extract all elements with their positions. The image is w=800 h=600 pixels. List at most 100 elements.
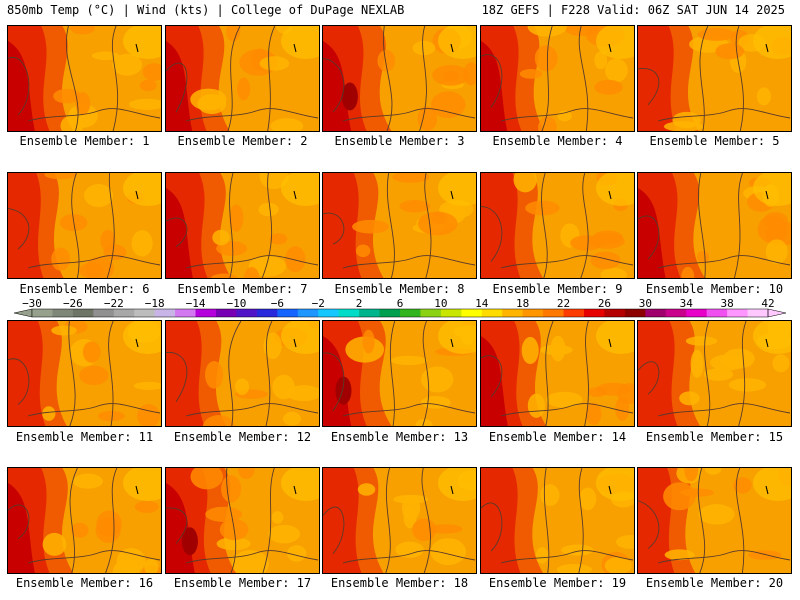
colorbar-segment [665, 309, 687, 317]
colorbar-tick-label: −10 [226, 297, 247, 310]
colorbar-tick-label: 2 [355, 297, 363, 310]
colorbar-segment [93, 309, 115, 317]
colorbar-segment [154, 309, 176, 317]
ensemble-member-caption: Ensemble Member: 5 [649, 134, 780, 148]
ensemble-member-map [637, 467, 792, 574]
colorbar-tick-label: 34 [679, 297, 693, 310]
colorbar-segment [195, 309, 217, 317]
colorbar-max-arrow [767, 308, 787, 318]
ensemble-member-caption: Ensemble Member: 12 [173, 430, 312, 444]
colorbar-segment [420, 309, 442, 317]
ensemble-member-map [637, 25, 792, 132]
ensemble-member-map [165, 320, 320, 427]
ensemble-member-map [165, 25, 320, 132]
colorbar-tick-label: 10 [434, 297, 448, 310]
ensemble-member-map [637, 172, 792, 279]
colorbar-segment [216, 309, 237, 317]
ensemble-member-map [165, 172, 320, 279]
ensemble-member-caption: Ensemble Member: 10 [645, 282, 784, 296]
ensemble-member-map [322, 172, 477, 279]
colorbar-segment [297, 309, 319, 317]
ensemble-member-caption: Ensemble Member: 14 [488, 430, 627, 444]
ensemble-member-map [165, 467, 320, 574]
ensemble-member-map [322, 320, 477, 427]
ensemble-member-caption: Ensemble Member: 9 [492, 282, 623, 296]
ensemble-member-map [7, 172, 162, 279]
colorbar-segment [440, 309, 462, 317]
ensemble-member-caption: Ensemble Member: 20 [645, 576, 784, 590]
colorbar-segment [543, 309, 565, 317]
colorbar-segment [359, 309, 381, 317]
colorbar-segment [236, 309, 258, 317]
colorbar-segment [175, 309, 197, 317]
colorbar-segment [604, 309, 626, 317]
colorbar-segment [52, 309, 74, 317]
ensemble-member-caption: Ensemble Member: 4 [492, 134, 623, 148]
colorbar-tick-label: −26 [62, 297, 83, 310]
colorbar-segment [277, 309, 299, 317]
colorbar-tick-label: −22 [103, 297, 124, 310]
ensemble-member-map [7, 320, 162, 427]
ensemble-member-caption: Ensemble Member: 15 [645, 430, 784, 444]
colorbar-tick-label: −18 [144, 297, 165, 310]
colorbar-segment [113, 309, 135, 317]
colorbar-tick-label: 30 [638, 297, 652, 310]
colorbar-segment [624, 309, 646, 317]
ensemble-member-caption: Ensemble Member: 1 [19, 134, 150, 148]
colorbar-segment [318, 309, 340, 317]
colorbar-segment [256, 309, 278, 317]
ensemble-member-map [480, 172, 635, 279]
colorbar-tick-label: −2 [311, 297, 325, 310]
ensemble-member-map [480, 25, 635, 132]
colorbar-segment [481, 309, 503, 317]
colorbar-segment [686, 309, 708, 317]
colorbar-tick-label: −14 [185, 297, 206, 310]
colorbar-segment [134, 309, 156, 317]
colorbar-segment [706, 309, 728, 317]
ensemble-member-caption: Ensemble Member: 11 [15, 430, 154, 444]
ensemble-member-caption: Ensemble Member: 3 [334, 134, 465, 148]
temperature-colorbar [13, 308, 787, 318]
colorbar-tick-label: 14 [475, 297, 489, 310]
colorbar-tick-label: −6 [270, 297, 284, 310]
model-valid-time: 18Z GEFS | F228 Valid: 06Z SAT JUN 14 20… [481, 3, 785, 17]
map-title: 850mb Temp (°C) | Wind (kts) | College o… [7, 3, 405, 17]
colorbar-segment [563, 309, 585, 317]
colorbar-segment [338, 309, 360, 317]
ensemble-member-caption: Ensemble Member: 18 [330, 576, 469, 590]
colorbar-tick-label: 38 [720, 297, 734, 310]
ensemble-member-caption: Ensemble Member: 2 [177, 134, 308, 148]
ensemble-member-map [637, 320, 792, 427]
ensemble-member-map [7, 467, 162, 574]
colorbar-segment [502, 309, 524, 317]
colorbar-tick-label: 42 [761, 297, 775, 310]
colorbar-segment [727, 309, 749, 317]
colorbar-tick-label: 6 [396, 297, 404, 310]
ensemble-member-map [480, 467, 635, 574]
ensemble-member-caption: Ensemble Member: 16 [15, 576, 154, 590]
ensemble-member-map [7, 25, 162, 132]
ensemble-member-caption: Ensemble Member: 6 [19, 282, 150, 296]
colorbar-tick-label: 26 [597, 297, 612, 310]
colorbar-segment [400, 309, 421, 317]
colorbar-segment [522, 309, 544, 317]
colorbar-tick-label: 18 [516, 297, 530, 310]
ensemble-member-map [322, 25, 477, 132]
colorbar-segment [72, 309, 94, 317]
ensemble-member-map [480, 320, 635, 427]
ensemble-member-caption: Ensemble Member: 13 [330, 430, 469, 444]
colorbar-min-arrow [13, 308, 33, 318]
colorbar-segment [379, 309, 401, 317]
ensemble-member-caption: Ensemble Member: 7 [177, 282, 308, 296]
ensemble-member-caption: Ensemble Member: 17 [173, 576, 312, 590]
colorbar-tick-label: 22 [556, 297, 571, 310]
ensemble-member-map [322, 467, 477, 574]
ensemble-member-caption: Ensemble Member: 19 [488, 576, 627, 590]
colorbar-segment [32, 309, 53, 317]
colorbar-tick-label: −30 [22, 297, 42, 310]
colorbar-segment [461, 309, 483, 317]
ensemble-member-caption: Ensemble Member: 8 [334, 282, 465, 296]
colorbar-segment [645, 309, 667, 317]
colorbar-segment [747, 309, 769, 317]
colorbar-segment [584, 309, 605, 317]
